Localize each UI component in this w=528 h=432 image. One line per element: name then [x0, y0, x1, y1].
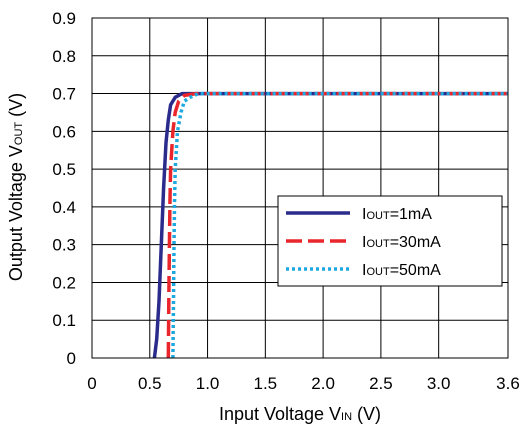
legend: IOUT=1mA IOUT=30mA IOUT=50mA — [277, 195, 503, 287]
y-tick-label: 0.2 — [52, 273, 76, 292]
y-tick-label: 0.8 — [52, 47, 76, 66]
x-tick-label: 1.5 — [254, 374, 278, 393]
x-tick-label: 0.5 — [138, 374, 162, 393]
x-tick-label: 2.0 — [311, 374, 335, 393]
y-tick-label: 0.6 — [52, 122, 76, 141]
legend-label-1: IOUT=1mA — [362, 206, 432, 223]
y-tick-label: 0.1 — [52, 311, 76, 330]
y-axis-label-unit: (V) — [6, 93, 26, 122]
legend-label-3: IOUT=50mA — [362, 262, 441, 279]
y-tick-label: 0.7 — [52, 85, 76, 104]
x-tick-label: 2.5 — [369, 374, 393, 393]
y-axis-label-main: Output Voltage V — [6, 145, 26, 281]
x-tick-label: 3.6 — [496, 374, 520, 393]
plot-frame — [91, 17, 509, 359]
y-tick-labels: 0 0.1 0.2 0.3 0.4 0.5 0.6 0.7 0.8 0.9 — [52, 9, 76, 368]
grid — [91, 17, 509, 359]
y-axis-label: Output Voltage VOUT (V) — [6, 93, 26, 281]
y-tick-label: 0.9 — [52, 9, 76, 28]
series-line-3 — [171, 91, 508, 359]
x-tick-labels: 0 0.5 1.0 1.5 2.0 2.5 3.0 3.6 — [87, 374, 520, 393]
series-group — [152, 91, 508, 359]
y-tick-label: 0.5 — [52, 160, 76, 179]
x-axis-label-sub: IN — [341, 411, 352, 423]
y-tick-label: 0.4 — [52, 198, 76, 217]
y-tick-label: 0.3 — [52, 236, 76, 255]
series-line-2 — [166, 91, 508, 359]
x-tick-label: 1.0 — [196, 374, 220, 393]
x-axis-label: Input Voltage VIN (V) — [219, 404, 381, 424]
y-axis-label-sub: OUT — [13, 122, 25, 146]
x-axis-label-unit: (V) — [352, 404, 381, 424]
x-tick-label: 0 — [87, 374, 96, 393]
x-tick-label: 3.0 — [427, 374, 451, 393]
x-axis-label-main: Input Voltage V — [219, 404, 341, 424]
legend-label-2: IOUT=30mA — [362, 234, 441, 251]
y-tick-label: 0 — [67, 349, 76, 368]
